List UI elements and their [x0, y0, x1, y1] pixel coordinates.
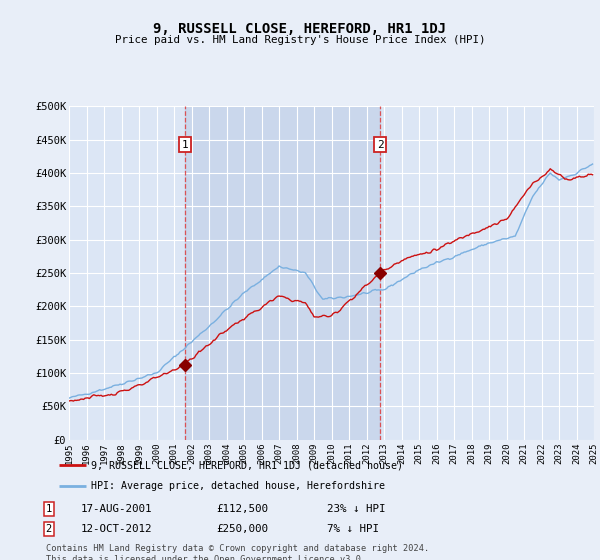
Text: 2: 2 [377, 139, 383, 150]
Text: £250,000: £250,000 [216, 524, 268, 534]
Text: £112,500: £112,500 [216, 504, 268, 514]
Text: 2: 2 [46, 524, 52, 534]
Bar [185, 106, 380, 440]
Text: Price paid vs. HM Land Registry's House Price Index (HPI): Price paid vs. HM Land Registry's House … [115, 35, 485, 45]
Text: 7% ↓ HPI: 7% ↓ HPI [327, 524, 379, 534]
Text: Contains HM Land Registry data © Crown copyright and database right 2024.
This d: Contains HM Land Registry data © Crown c… [46, 544, 429, 560]
Text: 9, RUSSELL CLOSE, HEREFORD, HR1 1DJ (detached house): 9, RUSSELL CLOSE, HEREFORD, HR1 1DJ (det… [91, 460, 403, 470]
Text: 23% ↓ HPI: 23% ↓ HPI [327, 504, 386, 514]
Text: 1: 1 [182, 139, 188, 150]
Text: 17-AUG-2001: 17-AUG-2001 [81, 504, 152, 514]
Text: HPI: Average price, detached house, Herefordshire: HPI: Average price, detached house, Here… [91, 480, 385, 491]
Text: 9, RUSSELL CLOSE, HEREFORD, HR1 1DJ: 9, RUSSELL CLOSE, HEREFORD, HR1 1DJ [154, 22, 446, 36]
Text: 12-OCT-2012: 12-OCT-2012 [81, 524, 152, 534]
Text: 1: 1 [46, 504, 52, 514]
